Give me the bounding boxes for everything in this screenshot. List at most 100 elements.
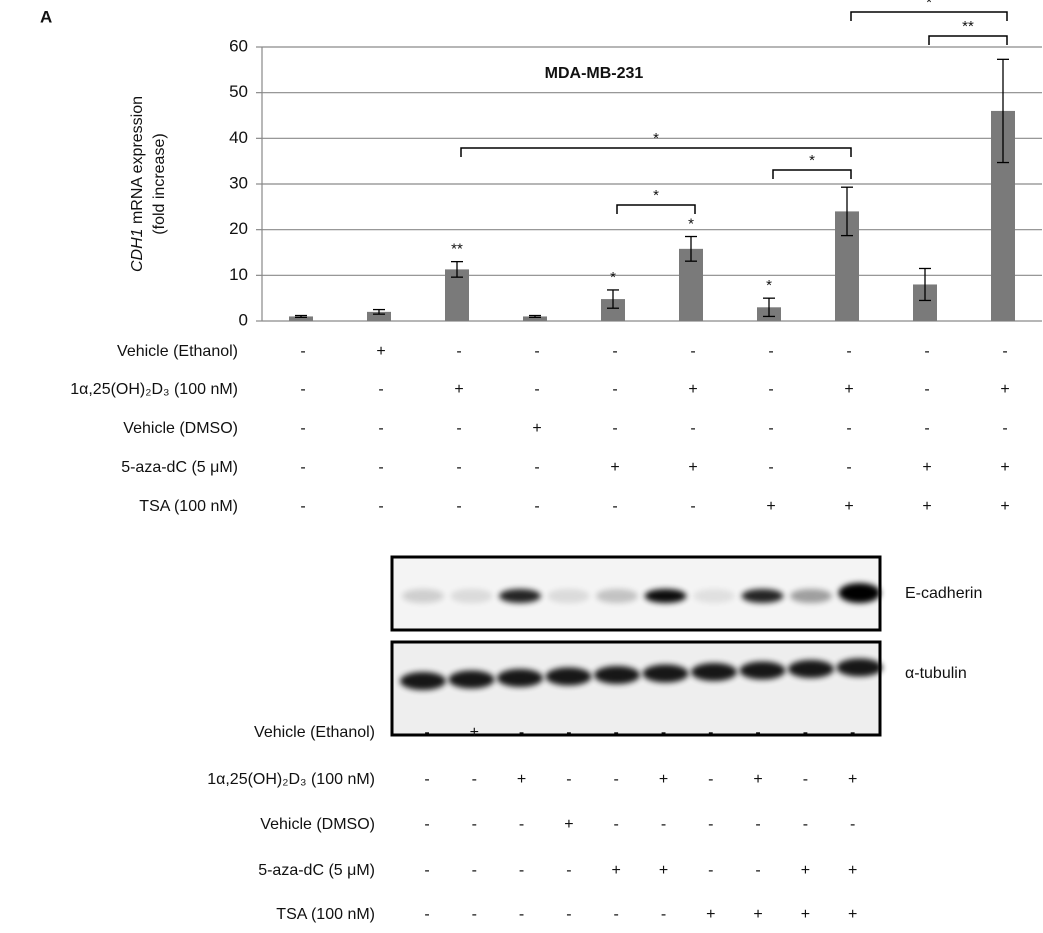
treatment-mark: - — [456, 420, 461, 437]
treatment-mark: + — [470, 724, 479, 741]
band — [402, 589, 444, 603]
y-tick-label: 40 — [229, 128, 248, 147]
treatment-mark: + — [801, 862, 810, 879]
significance-label: ** — [451, 241, 463, 258]
treatment-mark: - — [378, 381, 383, 398]
treatment-mark: - — [690, 498, 695, 515]
significance-label: * — [766, 277, 772, 294]
treatment-mark: - — [566, 862, 571, 879]
treatment-mark: - — [661, 724, 666, 741]
significance-bracket — [617, 205, 695, 214]
treatment-mark: - — [768, 420, 773, 437]
bracket-label: ** — [962, 18, 974, 35]
treatment-label: 1α,25(OH)₂D₃ (100 nM) — [70, 381, 238, 398]
treatment-mark: - — [755, 816, 760, 833]
band — [742, 589, 784, 603]
treatment-mark: - — [456, 498, 461, 515]
western-blot — [392, 557, 883, 735]
band — [596, 589, 638, 603]
treatment-mark: - — [924, 343, 929, 360]
treatment-mark: - — [755, 862, 760, 879]
treatment-mark: - — [768, 459, 773, 476]
treatment-mark: - — [661, 816, 666, 833]
treatment-mark: + — [766, 498, 775, 515]
treatment-mark: - — [519, 816, 524, 833]
treatment-mark: - — [924, 381, 929, 398]
treatment-mark: + — [376, 343, 385, 360]
treatment-mark: + — [1000, 459, 1009, 476]
treatment-mark: - — [300, 381, 305, 398]
significance-bracket — [851, 12, 1007, 21]
treatment-mark: + — [922, 498, 931, 515]
treatment-mark: - — [472, 771, 477, 788]
treatment-label: Vehicle (Ethanol) — [254, 724, 375, 741]
treatment-mark: - — [378, 498, 383, 515]
bracket-label: * — [926, 0, 932, 11]
treatment-mark: + — [659, 771, 668, 788]
treatment-mark: - — [472, 906, 477, 923]
treatment-mark: - — [661, 906, 666, 923]
treatment-mark: + — [922, 459, 931, 476]
treatment-mark: - — [708, 771, 713, 788]
treatment-mark: - — [566, 771, 571, 788]
y-axis-title: CDH1 mRNA expression — [129, 96, 146, 272]
bracket-label: * — [653, 187, 659, 204]
band — [839, 583, 881, 603]
treatment-mark: - — [708, 816, 713, 833]
band — [400, 672, 446, 690]
y-axis-gene: CDH1 — [129, 228, 146, 272]
band — [497, 669, 543, 687]
treatment-mark: + — [517, 771, 526, 788]
treatment-mark: - — [612, 343, 617, 360]
bracket-label: * — [809, 152, 815, 169]
treatment-mark: + — [801, 906, 810, 923]
treatment-mark: - — [534, 459, 539, 476]
treatment-mark: - — [612, 420, 617, 437]
treatment-mark: - — [534, 498, 539, 515]
treatment-label: 1α,25(OH)₂D₃ (100 nM) — [207, 771, 375, 788]
y-tick-label: 20 — [229, 219, 248, 238]
y-tick-label: 0 — [239, 310, 248, 329]
treatment-mark: - — [378, 420, 383, 437]
chart-title: MDA-MB-231 — [545, 65, 644, 82]
treatment-mark: - — [424, 724, 429, 741]
band — [548, 589, 590, 603]
y-tick-label: 50 — [229, 82, 248, 101]
y-tick-label: 60 — [229, 36, 248, 55]
treatment-mark: + — [612, 862, 621, 879]
treatment-mark: + — [706, 906, 715, 923]
band — [790, 589, 832, 603]
significance-bracket — [773, 170, 851, 179]
treatment-mark: + — [753, 906, 762, 923]
treatment-mark: - — [472, 862, 477, 879]
treatment-mark: - — [1002, 420, 1007, 437]
treatment-mark: - — [456, 459, 461, 476]
treatment-mark: - — [534, 381, 539, 398]
band — [740, 662, 786, 680]
treatment-label: Vehicle (DMSO) — [123, 420, 238, 437]
treatment-mark: - — [424, 906, 429, 923]
treatment-mark: + — [753, 771, 762, 788]
treatment-mark: - — [614, 906, 619, 923]
bracket-label: * — [653, 130, 659, 147]
treatment-mark: - — [803, 816, 808, 833]
treatment-mark: - — [456, 343, 461, 360]
treatment-mark: - — [300, 459, 305, 476]
blot-label: α-tubulin — [905, 665, 967, 682]
treatment-label: TSA (100 nM) — [276, 906, 375, 923]
treatment-mark: - — [924, 420, 929, 437]
panel-label: A — [40, 7, 52, 26]
treatment-mark: + — [1000, 498, 1009, 515]
treatment-mark: - — [755, 724, 760, 741]
treatment-mark: + — [844, 498, 853, 515]
treatment-mark: - — [300, 420, 305, 437]
treatment-mark: - — [612, 381, 617, 398]
treatment-mark: + — [610, 459, 619, 476]
treatment-mark: + — [844, 381, 853, 398]
treatment-label: TSA (100 nM) — [139, 498, 238, 515]
significance-bracket — [929, 36, 1007, 45]
treatment-label: Vehicle (DMSO) — [260, 816, 375, 833]
treatment-mark: + — [848, 862, 857, 879]
treatment-mark: - — [846, 459, 851, 476]
treatment-label: 5-aza-dC (5 μM) — [121, 459, 238, 476]
